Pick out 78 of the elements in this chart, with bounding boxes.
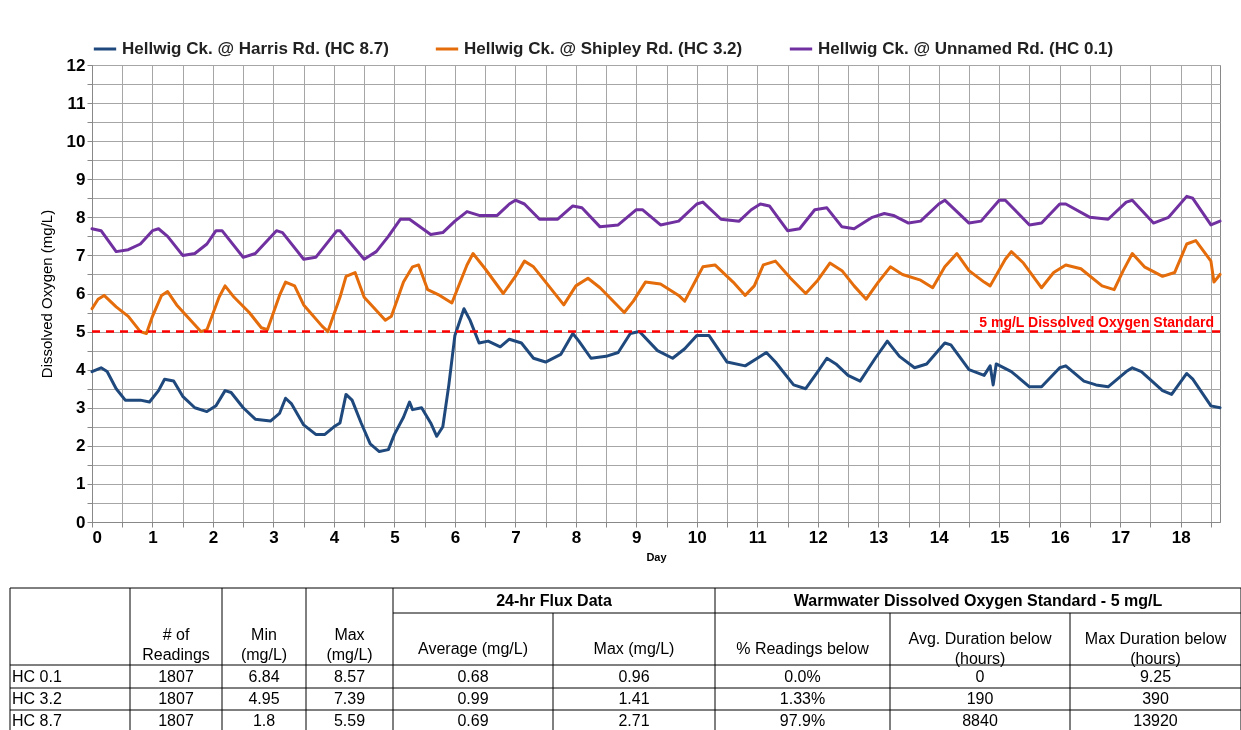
text: 4.95 — [248, 690, 280, 707]
y-axis-title: Dissolved Oxygen (mg/L) — [37, 209, 55, 379]
y-tick-label: 11 — [67, 93, 86, 113]
legend-label: Hellwig Ck. @ Harris Rd. (HC 8.7) — [122, 39, 389, 58]
y-tick-label: 4 — [76, 360, 87, 380]
x-tick-label: 11 — [748, 527, 767, 547]
ref-line-label: 5 mg/L Dissolved Oxygen Standard — [979, 313, 1214, 330]
y-tick-label: 5 — [76, 322, 86, 342]
text: HC 0.1 — [12, 667, 62, 685]
x-tick-label: 14 — [929, 527, 950, 547]
x-tick-label: 5 — [390, 527, 400, 547]
text: 6.84 — [248, 667, 280, 685]
text: 1.41 — [618, 690, 650, 707]
text: % Readings below — [736, 640, 870, 657]
text: 0.0% — [784, 667, 821, 685]
y-tick-label: 7 — [76, 245, 86, 265]
text: 24-hr Flux Data — [496, 591, 612, 609]
legend-label: Hellwig Ck. @ Shipley Rd. (HC 3.2) — [464, 39, 743, 58]
text: Warmwater Dissolved Oxygen Standard - 5 mg/L — [793, 591, 1163, 609]
x-tick-label: 12 — [808, 527, 828, 547]
x-tick-label: 0 — [92, 527, 102, 547]
x-tick-label: 7 — [511, 527, 521, 547]
text: 0 — [975, 667, 985, 685]
text: 1807 — [158, 712, 194, 729]
line-series — [90, 194, 1222, 261]
text: 7.39 — [333, 690, 366, 707]
text: 1807 — [158, 667, 194, 685]
x-tick-label: 16 — [1050, 527, 1070, 547]
y-tick-label: 0 — [76, 512, 86, 532]
x-tick-label: 2 — [208, 527, 219, 547]
text: 9.25 — [1139, 667, 1172, 685]
x-tick-label: 8 — [571, 527, 582, 547]
text: 5.59 — [333, 712, 366, 729]
line-series — [90, 307, 1222, 454]
y-tick-label: 6 — [76, 284, 86, 303]
text: 0.96 — [618, 667, 650, 685]
text: 2.71 — [618, 712, 650, 729]
text: Average (mg/L) — [418, 640, 528, 657]
text: 0.99 — [457, 690, 489, 707]
x-axis-title: Day — [646, 550, 668, 563]
x-tick-label: 1 — [148, 527, 158, 547]
text: 8840 — [962, 712, 998, 729]
x-tick-label: 13 — [869, 527, 889, 547]
text: 190 — [966, 690, 994, 707]
text: Max (mg/L) — [593, 640, 675, 657]
y-tick-label: 12 — [66, 55, 86, 75]
y-tick-label: 10 — [66, 131, 86, 151]
text: 0.68 — [457, 667, 489, 685]
text: 8.57 — [333, 667, 366, 685]
text: 13920 — [1133, 712, 1178, 729]
text: Max Duration below (hours) — [1084, 630, 1227, 667]
text: 1.8 — [252, 712, 276, 729]
line-series — [90, 239, 1222, 335]
text: # of Readings — [142, 625, 210, 663]
x-tick-label: 15 — [990, 527, 1010, 547]
y-tick-label: 3 — [76, 398, 86, 418]
y-tick-label: 8 — [76, 207, 86, 227]
text: Max (mg/L) — [326, 625, 373, 663]
text: 1.33% — [779, 690, 826, 707]
text: Avg. Duration below (hours) — [908, 630, 1052, 667]
text: 0.69 — [457, 712, 489, 729]
y-tick-label: 9 — [76, 169, 86, 189]
text: Min (mg/L) — [240, 625, 288, 663]
legend-label: Hellwig Ck. @ Unnamed Rd. (HC 0.1) — [818, 39, 1114, 58]
y-tick-label: 2 — [76, 436, 86, 456]
x-tick-label: 6 — [450, 527, 461, 547]
x-tick-label: 3 — [269, 527, 279, 547]
x-tick-label: 9 — [632, 527, 642, 547]
text: 97.9% — [779, 712, 826, 729]
text: 390 — [1142, 690, 1169, 707]
text: HC 3.2 — [12, 690, 62, 707]
text: 1807 — [158, 690, 194, 707]
x-tick-label: 4 — [329, 527, 340, 547]
text: HC 8.7 — [12, 712, 62, 729]
y-tick-label: 1 — [76, 474, 86, 494]
x-tick-label: 18 — [1171, 527, 1191, 547]
x-tick-label: 17 — [1111, 527, 1131, 547]
x-tick-label: 10 — [687, 527, 707, 547]
